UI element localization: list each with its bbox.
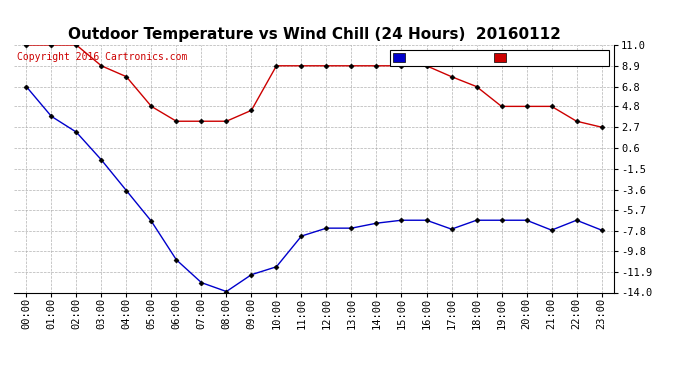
Text: Copyright 2016 Cartronics.com: Copyright 2016 Cartronics.com: [17, 53, 187, 62]
Title: Outdoor Temperature vs Wind Chill (24 Hours)  20160112: Outdoor Temperature vs Wind Chill (24 Ho…: [68, 27, 560, 42]
Legend: Wind Chill  (°F), Temperature  (°F): Wind Chill (°F), Temperature (°F): [390, 50, 609, 66]
